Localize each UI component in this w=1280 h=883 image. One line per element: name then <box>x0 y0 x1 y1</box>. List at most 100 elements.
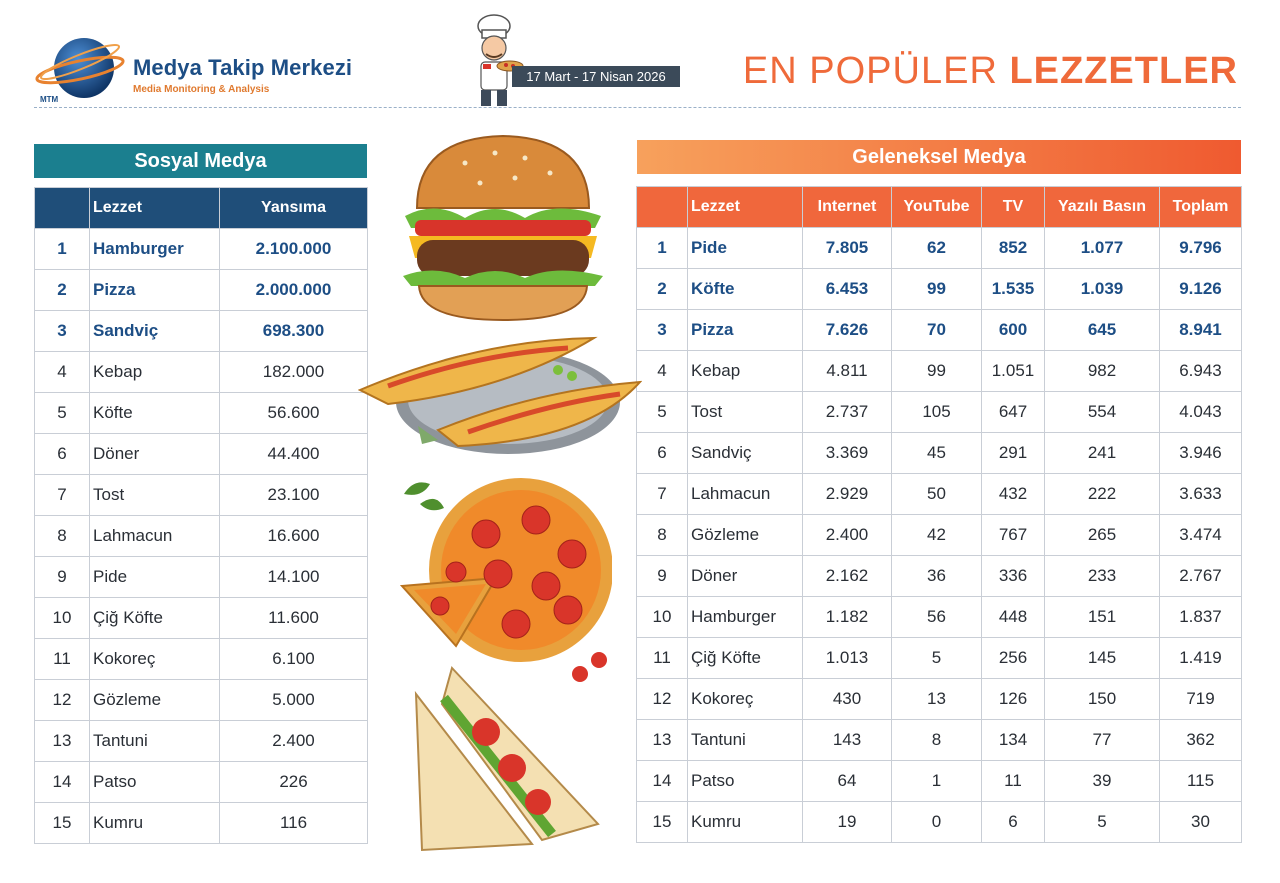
table-row: 6 Döner 44.400 <box>34 433 368 475</box>
page-title: EN POPÜLER LEZZETLER <box>743 50 1238 93</box>
youtube-cell: 13 <box>891 678 982 720</box>
rank-cell: 5 <box>34 392 90 434</box>
table-row: 15 Kumru 19 0 6 5 30 <box>636 801 1242 843</box>
yansima-cell: 2.000.000 <box>219 269 368 311</box>
table-row: 12 Kokoreç 430 13 126 150 719 <box>636 678 1242 720</box>
page-header: MTM Medya Takip Merkezi Media Monitoring… <box>0 0 1280 112</box>
rank-cell: 4 <box>636 350 688 392</box>
page-title-bold: LEZZETLER <box>1009 50 1238 92</box>
toplam-cell: 3.946 <box>1159 432 1242 474</box>
table-row: 15 Kumru 116 <box>34 802 368 844</box>
tv-cell: 448 <box>981 596 1045 638</box>
traditional-media-heading: Geleneksel Medya <box>637 140 1241 174</box>
youtube-cell: 70 <box>891 309 982 351</box>
yazili-basin-cell: 5 <box>1044 801 1160 843</box>
tv-cell: 134 <box>981 719 1045 761</box>
lezzet-cell: Sandviç <box>89 310 220 352</box>
internet-cell: 19 <box>802 801 892 843</box>
lezzet-cell: Kumru <box>89 802 220 844</box>
tv-cell: 256 <box>981 637 1045 679</box>
lezzet-cell: Köfte <box>687 268 803 310</box>
header-divider <box>34 107 1241 108</box>
yansima-cell: 2.400 <box>219 720 368 762</box>
logo-abbreviation: MTM <box>40 95 59 104</box>
table-row: 2 Köfte 6.453 99 1.535 1.039 9.126 <box>636 268 1242 310</box>
youtube-cell: 50 <box>891 473 982 515</box>
rank-cell: 9 <box>34 556 90 598</box>
internet-cell: 2.929 <box>802 473 892 515</box>
internet-cell: 2.737 <box>802 391 892 433</box>
table-row: 9 Pide 14.100 <box>34 556 368 598</box>
lezzet-cell: Gözleme <box>687 514 803 556</box>
table-row: 4 Kebap 4.811 99 1.051 982 6.943 <box>636 350 1242 392</box>
rank-cell: 14 <box>636 760 688 802</box>
social-media-table: Lezzet Yansıma 1 Hamburger 2.100.000 2 Pizza… <box>34 187 368 844</box>
internet-cell: 143 <box>802 719 892 761</box>
toplam-cell: 3.633 <box>1159 473 1242 515</box>
table-row: 3 Sandviç 698.300 <box>34 310 368 352</box>
social-media-heading: Sosyal Medya <box>34 144 367 178</box>
rank-cell: 15 <box>636 801 688 843</box>
tv-cell: 1.051 <box>981 350 1045 392</box>
yansima-cell: 5.000 <box>219 679 368 721</box>
yansima-cell: 11.600 <box>219 597 368 639</box>
rank-column-header <box>636 186 688 228</box>
lezzet-cell: Kebap <box>687 350 803 392</box>
rank-cell: 14 <box>34 761 90 803</box>
lezzet-cell: Patso <box>89 761 220 803</box>
table-row: 5 Köfte 56.600 <box>34 392 368 434</box>
chef-illustration <box>477 14 524 106</box>
yazili-basin-cell: 233 <box>1044 555 1160 597</box>
column-header-yansima: Yansıma <box>219 187 368 229</box>
toplam-cell: 1.419 <box>1159 637 1242 679</box>
globe-logo-icon: MTM <box>35 38 125 104</box>
tv-cell: 1.535 <box>981 268 1045 310</box>
tv-cell: 126 <box>981 678 1045 720</box>
lezzet-cell: Döner <box>687 555 803 597</box>
yazili-basin-cell: 1.039 <box>1044 268 1160 310</box>
yazili-basin-cell: 265 <box>1044 514 1160 556</box>
lezzet-cell: Tost <box>89 474 220 516</box>
rank-cell: 8 <box>34 515 90 557</box>
yazili-basin-cell: 1.077 <box>1044 227 1160 269</box>
lezzet-cell: Pizza <box>687 309 803 351</box>
yansima-cell: 44.400 <box>219 433 368 475</box>
yansima-cell: 226 <box>219 761 368 803</box>
rank-cell: 12 <box>636 678 688 720</box>
yazili-basin-cell: 554 <box>1044 391 1160 433</box>
yansima-cell: 116 <box>219 802 368 844</box>
toplam-cell: 9.126 <box>1159 268 1242 310</box>
internet-cell: 7.626 <box>802 309 892 351</box>
rank-cell: 2 <box>34 269 90 311</box>
toplam-cell: 1.837 <box>1159 596 1242 638</box>
table-row: 4 Kebap 182.000 <box>34 351 368 393</box>
toplam-cell: 115 <box>1159 760 1242 802</box>
youtube-cell: 36 <box>891 555 982 597</box>
internet-cell: 1.182 <box>802 596 892 638</box>
pizza-illustration <box>399 478 612 682</box>
rank-cell: 10 <box>636 596 688 638</box>
yazili-basin-cell: 150 <box>1044 678 1160 720</box>
sandwich-illustration <box>414 666 600 852</box>
rank-cell: 6 <box>636 432 688 474</box>
rank-cell: 11 <box>636 637 688 679</box>
rank-cell: 6 <box>34 433 90 475</box>
yansima-cell: 6.100 <box>219 638 368 680</box>
table-header-row: Lezzet Internet YouTube TV Yazılı Basın … <box>636 186 1242 228</box>
rank-cell: 10 <box>34 597 90 639</box>
table-row: 9 Döner 2.162 36 336 233 2.767 <box>636 555 1242 597</box>
youtube-cell: 105 <box>891 391 982 433</box>
lezzet-cell: Kokoreç <box>89 638 220 680</box>
table-row: 1 Pide 7.805 62 852 1.077 9.796 <box>636 227 1242 269</box>
table-row: 13 Tantuni 143 8 134 77 362 <box>636 719 1242 761</box>
table-row: 7 Tost 23.100 <box>34 474 368 516</box>
toplam-cell: 2.767 <box>1159 555 1242 597</box>
tv-cell: 6 <box>981 801 1045 843</box>
tv-cell: 647 <box>981 391 1045 433</box>
lezzet-cell: Kumru <box>687 801 803 843</box>
hamburger-illustration <box>403 134 603 322</box>
column-header-toplam: Toplam <box>1159 186 1242 228</box>
table-row: 11 Kokoreç 6.100 <box>34 638 368 680</box>
yansima-cell: 182.000 <box>219 351 368 393</box>
table-row: 5 Tost 2.737 105 647 554 4.043 <box>636 391 1242 433</box>
